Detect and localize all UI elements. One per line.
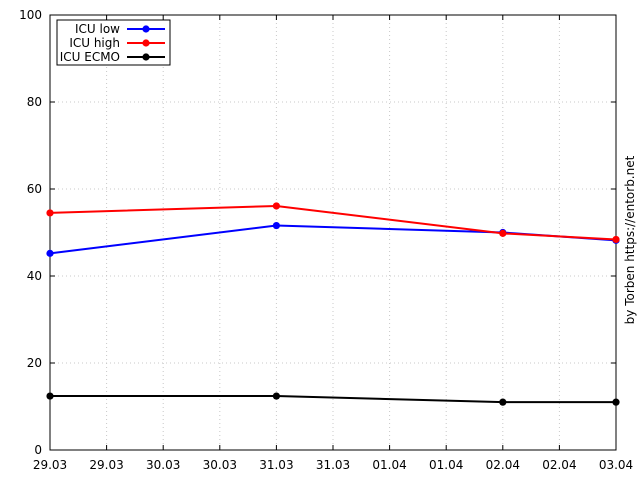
legend-marker-icu-high — [142, 39, 150, 47]
x-tick-label: 03.04 — [599, 458, 633, 472]
x-tick-label: 30.03 — [146, 458, 180, 472]
x-tick-label: 31.03 — [259, 458, 293, 472]
x-tick-label: 01.04 — [429, 458, 463, 472]
legend-label-icu-low: ICU low — [75, 22, 120, 36]
axes: 0 20 40 60 80 100 29.03 29.03 30.03 30.03 31.03 31.… — [19, 8, 633, 472]
data-point-icu-high — [272, 202, 280, 210]
data-point-icu-low — [46, 249, 54, 257]
x-tick-label: 01.04 — [372, 458, 406, 472]
y-tick-label: 20 — [27, 356, 42, 370]
legend-label-icu-ecmo: ICU ECMO — [60, 50, 120, 64]
data-point-icu-ecmo — [499, 398, 507, 406]
x-tick-label: 02.04 — [486, 458, 520, 472]
data-point-icu-ecmo — [272, 392, 280, 400]
series-line-icu-high — [49, 204, 617, 241]
series-layer — [46, 202, 620, 406]
credit-text: by Torben https://entorb.net — [623, 155, 637, 324]
data-point-icu-low — [272, 221, 280, 230]
x-tick-label: 29.03 — [89, 458, 123, 472]
legend-label-icu-high: ICU high — [69, 36, 120, 50]
plot-frame — [49, 14, 617, 451]
x-tick-label: 02.04 — [542, 458, 576, 472]
series-line-icu-ecmo — [50, 395, 616, 404]
x-tick-label: 30.03 — [203, 458, 237, 472]
y-tick-label: 40 — [27, 269, 42, 283]
data-point-icu-ecmo — [612, 398, 620, 406]
legend-marker-icu-ecmo — [142, 53, 150, 61]
data-point-icu-high — [499, 229, 507, 237]
y-tick-label: 60 — [27, 182, 42, 196]
data-point-icu-high — [612, 235, 620, 244]
data-point-icu-high — [46, 209, 54, 217]
y-tick-label: 80 — [27, 95, 42, 109]
y-tick-label: 100 — [19, 8, 42, 22]
data-point-icu-ecmo — [46, 392, 54, 400]
y-tick-label: 0 — [34, 443, 42, 457]
grid-lines — [50, 15, 616, 450]
legend-marker-icu-low — [142, 25, 150, 33]
x-tick-label: 31.03 — [316, 458, 350, 472]
x-tick-label: 29.03 — [33, 458, 67, 472]
